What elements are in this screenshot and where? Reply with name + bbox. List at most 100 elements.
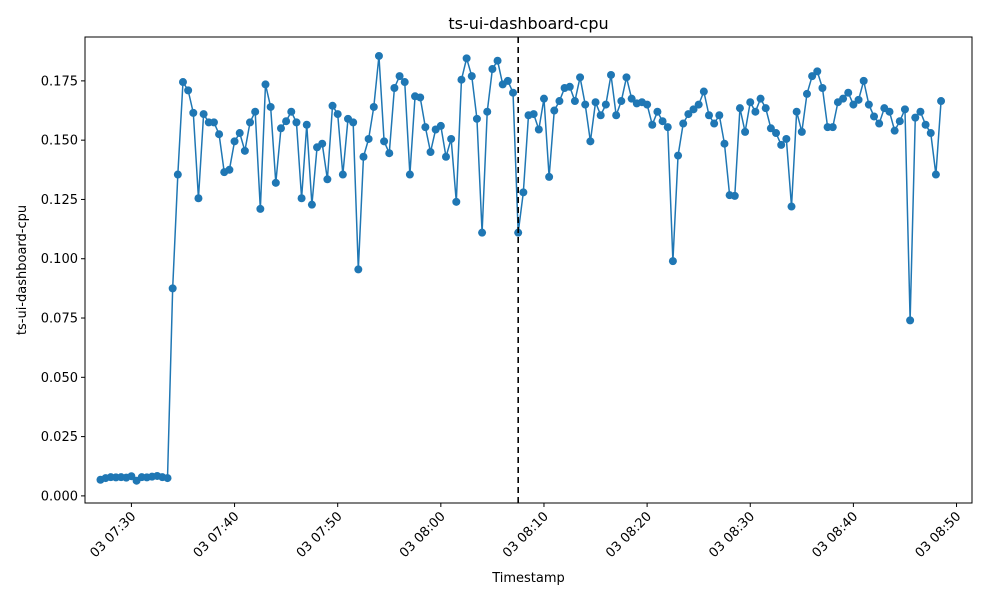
data-point bbox=[792, 107, 801, 116]
data-point bbox=[230, 137, 239, 146]
data-point bbox=[189, 108, 198, 117]
data-point bbox=[261, 80, 270, 89]
data-point bbox=[323, 175, 332, 184]
data-point bbox=[287, 107, 296, 116]
data-point bbox=[271, 178, 280, 187]
data-point bbox=[462, 54, 471, 63]
data-point bbox=[658, 117, 667, 126]
data-point bbox=[359, 152, 368, 161]
data-point bbox=[421, 123, 430, 132]
y-tick-label: 0.000 bbox=[41, 489, 78, 504]
y-tick-label: 0.025 bbox=[41, 430, 78, 445]
data-point bbox=[550, 106, 559, 115]
data-point bbox=[338, 170, 347, 179]
data-point bbox=[385, 149, 394, 158]
data-point bbox=[519, 188, 528, 197]
data-point bbox=[576, 73, 585, 82]
chart-title: ts-ui-dashboard-cpu bbox=[448, 14, 608, 33]
data-point bbox=[447, 134, 456, 143]
data-point bbox=[689, 105, 698, 114]
data-point bbox=[534, 125, 543, 134]
data-point bbox=[555, 97, 564, 106]
data-point bbox=[380, 137, 389, 146]
data-point bbox=[828, 123, 837, 132]
data-point bbox=[364, 134, 373, 143]
data-point bbox=[194, 194, 203, 203]
data-point bbox=[617, 97, 626, 106]
data-point bbox=[246, 118, 255, 127]
data-point bbox=[921, 120, 930, 129]
data-point bbox=[251, 107, 260, 116]
data-point bbox=[478, 228, 487, 237]
data-point bbox=[488, 65, 497, 74]
data-point bbox=[720, 139, 729, 148]
data-point bbox=[663, 123, 672, 132]
data-point bbox=[612, 111, 621, 120]
data-point bbox=[472, 114, 481, 123]
data-point bbox=[302, 120, 311, 129]
y-axis-title: ts-ui-dashboard-cpu bbox=[15, 205, 30, 335]
y-tick-label: 0.125 bbox=[41, 193, 78, 208]
y-tick-label: 0.075 bbox=[41, 312, 78, 327]
data-point bbox=[400, 78, 409, 87]
data-point bbox=[818, 83, 827, 92]
data-point bbox=[405, 170, 414, 179]
data-point bbox=[426, 148, 435, 157]
data-point bbox=[694, 100, 703, 109]
y-tick-label: 0.150 bbox=[41, 134, 78, 149]
data-point bbox=[240, 146, 249, 155]
data-point bbox=[349, 118, 358, 127]
data-point bbox=[741, 127, 750, 136]
data-point bbox=[209, 118, 218, 127]
data-point bbox=[797, 127, 806, 136]
data-point bbox=[266, 102, 275, 111]
data-point bbox=[354, 265, 363, 274]
data-point bbox=[648, 120, 657, 129]
data-point bbox=[751, 107, 760, 116]
data-point bbox=[318, 139, 327, 148]
data-point bbox=[772, 129, 781, 138]
data-point bbox=[586, 137, 595, 146]
data-point bbox=[911, 113, 920, 122]
data-point bbox=[374, 51, 383, 60]
data-point bbox=[215, 130, 224, 139]
data-point bbox=[931, 170, 940, 179]
data-point bbox=[178, 78, 187, 87]
data-point bbox=[581, 100, 590, 109]
data-point bbox=[854, 95, 863, 104]
data-point bbox=[653, 107, 662, 116]
data-point bbox=[565, 82, 574, 91]
data-point bbox=[802, 89, 811, 98]
data-point bbox=[395, 72, 404, 81]
data-point bbox=[601, 100, 610, 109]
data-point bbox=[307, 200, 316, 209]
data-point bbox=[276, 124, 285, 133]
data-point bbox=[163, 474, 172, 483]
data-point bbox=[292, 118, 301, 127]
x-axis-title: Timestamp bbox=[491, 571, 565, 586]
data-point bbox=[864, 100, 873, 109]
data-point bbox=[235, 129, 244, 138]
y-axis-ticks: 0.000 0.025 0.050 0.075 0.100 0.125 0.150 0.175 bbox=[41, 74, 85, 504]
data-point bbox=[730, 191, 739, 200]
data-point bbox=[699, 87, 708, 96]
data-point bbox=[875, 119, 884, 128]
data-point bbox=[457, 75, 466, 84]
data-point bbox=[808, 72, 817, 81]
data-point bbox=[168, 284, 177, 293]
data-point bbox=[199, 110, 208, 119]
data-point bbox=[859, 76, 868, 85]
data-point bbox=[596, 111, 605, 120]
data-point bbox=[906, 316, 915, 325]
data-point bbox=[679, 119, 688, 128]
data-point bbox=[591, 98, 600, 107]
data-point bbox=[256, 204, 265, 213]
data-point bbox=[545, 172, 554, 181]
data-point bbox=[674, 151, 683, 160]
data-point bbox=[870, 112, 879, 121]
data-point bbox=[766, 124, 775, 133]
data-point bbox=[436, 121, 445, 130]
data-point bbox=[127, 472, 136, 481]
data-point bbox=[328, 101, 337, 110]
